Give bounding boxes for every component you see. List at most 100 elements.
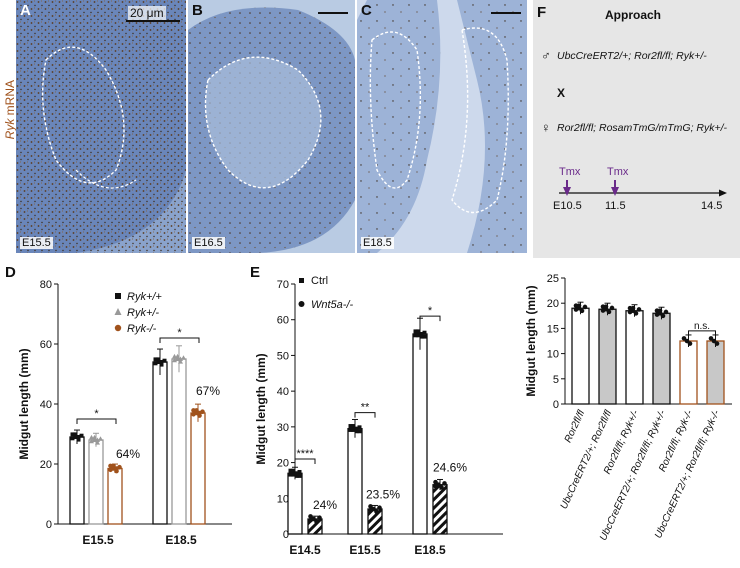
chart-panel-d: D 0 20 40 60 80 Midgut length (mm) E15.5 E18.5 R… (0, 262, 240, 563)
chart-panel-f: 0 5 10 15 20 25 Midgut length (mm) Ror2fl/fl Ubc… (520, 262, 740, 563)
chart-e-data-point (294, 473, 299, 478)
chart-d-data-point (181, 355, 186, 360)
chart-d-data-point (76, 437, 81, 442)
chart-e-data-point (291, 472, 296, 477)
chart-e-legend-label: Ctrl (311, 275, 328, 287)
chart-d-data-point (156, 357, 161, 362)
chart-d-significance-bracket (159, 337, 200, 343)
chart-e-bar (412, 333, 428, 535)
chart-d-significance-label: * (177, 327, 182, 339)
chart-d-legend-label: Ryk+/+ (127, 291, 162, 303)
chart-e-percent-label: 24.6% (433, 461, 467, 475)
chart-f-data-point (576, 303, 582, 308)
chart-f-y-axis-label: Midgut length (mm) (524, 285, 538, 396)
chart-f-data-point (609, 305, 615, 311)
chart-d-data-point (98, 436, 103, 441)
chart-e: 0 10 20 30 40 50 60 70 Midgut length (mm) E14.5 E1… (254, 275, 503, 557)
chart-d-y-axis-label: Midgut length (mm) (17, 348, 31, 459)
chart-e-x-tick-label: E15.5 (349, 543, 381, 557)
chart-e-data-point (308, 514, 313, 519)
chart-e-y-tick-label: 50 (277, 350, 289, 362)
chart-e-data-point (354, 426, 359, 431)
chart-d-data-point (95, 440, 100, 445)
chart-e-data-point (308, 518, 313, 523)
chart-f-data-point (603, 304, 609, 309)
chart-e-x-tick-label: E14.5 (289, 543, 321, 557)
ryk-gene-name: Ryk (3, 118, 17, 140)
chart-e-significance-label: ** (361, 402, 370, 414)
chart-e-significance-bracket (419, 315, 441, 322)
stage-label-e16-5: E16.5 (192, 237, 225, 249)
chart-d-data-point (159, 362, 164, 367)
chart-f-bar (571, 307, 590, 405)
chart-e-data-point (368, 504, 373, 509)
chart-f-data-point (633, 311, 639, 316)
chart-e-data-point (422, 334, 427, 339)
chart-d-data-point (73, 435, 78, 439)
chart-f-y-tick-label: 15 (547, 323, 559, 335)
micrograph-e16-5: B E16.5 (188, 0, 355, 253)
chart-e-data-point (433, 479, 438, 485)
chart-d-bar (171, 358, 187, 525)
chart-e-x-tick-label: E18.5 (414, 543, 446, 557)
chart-e-data-point (442, 481, 447, 486)
chart-e-y-tick-label: 20 (277, 458, 289, 470)
chart-f-data-point (708, 336, 714, 341)
chart-d-legend-label: Ryk+/- (127, 307, 159, 319)
chart-f-data-point (657, 308, 663, 313)
chart-d-legend-marker (114, 324, 122, 332)
cross-symbol: X (557, 86, 566, 100)
chart-e-significance-label: **** (296, 448, 314, 460)
chart-d: 0 20 40 60 80 Midgut length (mm) E15.5 E18.5 Ryk… (17, 279, 232, 547)
chart-d-data-point (70, 436, 75, 441)
chart-d-significance-bracket (76, 418, 117, 424)
chart-e-bar (347, 427, 363, 535)
timeline-tick-e10-5: E10.5 (553, 200, 582, 212)
chart-d-data-point (92, 434, 97, 440)
chart-e-data-point (416, 329, 421, 334)
chart-e-data-point (357, 429, 362, 434)
micrograph-e15-5-image (16, 0, 186, 253)
chart-f-data-point (654, 312, 660, 317)
chart-panel-e: E 0 10 20 30 40 50 60 70 Midgut length (mm) E14.5… (245, 262, 510, 563)
male-symbol: ♂ (541, 48, 551, 63)
chart-f-data-point (663, 309, 669, 315)
chart-d-bar (88, 439, 104, 525)
mrna-suffix: mRNA (3, 80, 17, 119)
chart-f-data-point (600, 308, 606, 313)
chart-f-y-tick-label: 10 (547, 349, 559, 361)
chart-e-data-point (288, 469, 293, 474)
chart-e-data-point (413, 330, 418, 335)
chart-e-percent-label: 23.5% (366, 487, 400, 501)
ryk-mrna-label: Ryk mRNA (3, 80, 17, 139)
chart-f: 0 5 10 15 20 25 Midgut length (mm) Ror2fl/flUbc… (524, 273, 732, 543)
chart-e-data-point (357, 425, 362, 430)
chart-e-data-point (294, 471, 299, 476)
chart-d-legend-marker (115, 293, 121, 299)
chart-f-x-tick-label: Ror2fl/fl (563, 408, 588, 445)
chart-e-y-tick-label: 30 (277, 422, 289, 434)
approach-title: Approach (605, 8, 662, 22)
timeline-tick-11-5: 11.5 (605, 200, 626, 212)
micrograph-panel-a: Ryk mRNA A 20 μm E15.5 (0, 0, 533, 258)
chart-d-data-point (197, 410, 202, 416)
panel-label-c: C (361, 2, 372, 19)
scale-bar-b (318, 12, 348, 14)
chart-f-significance-bracket (688, 330, 716, 336)
chart-d-bar (152, 361, 168, 525)
chart-d-data-point (114, 466, 119, 471)
chart-e-data-point (439, 485, 444, 490)
chart-f-y-tick-label: 20 (547, 298, 559, 310)
chart-d-data-point (153, 357, 158, 362)
chart-f-significance-label: n.s. (694, 321, 710, 332)
chart-d-data-point (162, 358, 167, 363)
chart-f-data-point (684, 338, 690, 344)
micrograph-e16-5-image (188, 0, 355, 253)
chart-f-data-point (636, 307, 642, 312)
chart-e-data-point (422, 330, 427, 335)
chart-e-bar (287, 472, 303, 535)
chart-d-data-point (108, 467, 113, 473)
chart-e-data-point (377, 505, 382, 510)
chart-d-legend-marker (114, 308, 122, 315)
chart-f-data-point (687, 341, 693, 346)
